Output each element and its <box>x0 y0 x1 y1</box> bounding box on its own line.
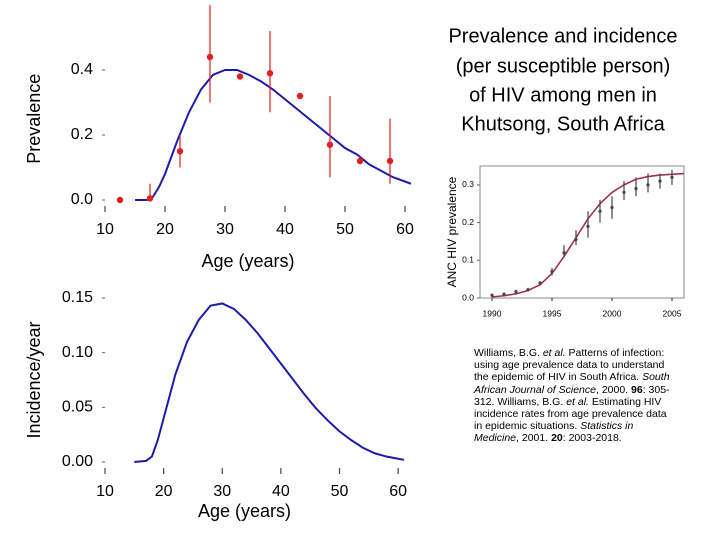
x-tick-label: 10 <box>96 483 114 500</box>
curve <box>135 69 412 201</box>
point <box>598 209 602 213</box>
reference-segment: : 305-312. Williams, B.G. <box>474 383 670 408</box>
y-tick-label: 0.0 <box>462 292 474 302</box>
point <box>550 270 554 274</box>
title-line: of HIV among men in <box>469 84 657 106</box>
x-tick-label: 50 <box>331 483 349 500</box>
x-tick-label: 40 <box>272 483 290 500</box>
point <box>206 53 214 61</box>
x-axis-label: Age (years) <box>201 251 294 271</box>
chart: 0.0 0.2 0.4 10 20 30 40 50 60 Prevalence Age (year… <box>24 5 414 271</box>
curve <box>134 302 405 463</box>
y-axis-label: Prevalence <box>24 74 44 164</box>
point <box>356 157 364 165</box>
x-tick-label: 60 <box>396 221 414 238</box>
point <box>266 70 274 77</box>
reference-segment: Statistics in Medicine <box>474 420 634 445</box>
y-tick-label: 0.4 <box>71 61 93 78</box>
reference-segment: 96 <box>631 383 643 396</box>
y-axis-label: ANC HIV prevalence <box>445 176 459 287</box>
title-line: Khutsong, South Africa <box>461 113 665 135</box>
x-tick-label: 1995 <box>543 308 562 318</box>
point <box>574 237 578 242</box>
chart: 0.0 0.1 0.2 0.3 1990 1995 2000 2005 ANC HIV prev… <box>445 165 685 318</box>
plot-frame <box>479 165 685 299</box>
title-line: (per susceptible person) <box>456 55 671 77</box>
reference-segment: South African Journal of Science <box>474 371 670 396</box>
point <box>236 73 244 80</box>
point <box>526 288 530 292</box>
y-tick-label: 0.15 <box>62 289 93 306</box>
x-tick-label: 40 <box>276 221 294 238</box>
title-line: Prevalence and incidence <box>448 25 677 47</box>
point <box>646 183 650 187</box>
x-tick-label: 60 <box>389 483 407 500</box>
reference-segment: 20 <box>551 432 563 445</box>
x-tick-label: 30 <box>213 483 231 500</box>
y-tick-label: 0.2 <box>71 126 93 143</box>
x-tick-label: 2005 <box>663 308 682 318</box>
reference-segment: : 2003-2018. <box>562 432 622 445</box>
reference-segment: , 2001. <box>516 432 552 445</box>
point <box>610 205 614 210</box>
x-tick-label: 20 <box>156 221 174 238</box>
y-tick-label: 0.3 <box>462 179 474 189</box>
reference-segment: et al. <box>566 395 589 408</box>
point <box>586 224 590 228</box>
x-tick-label: 30 <box>216 221 234 238</box>
reference-segment: et al. <box>542 347 566 359</box>
point <box>634 187 638 191</box>
point <box>146 195 154 202</box>
point <box>386 157 394 165</box>
point <box>562 251 566 255</box>
point <box>514 289 518 294</box>
x-tick-label: 50 <box>336 221 354 238</box>
point <box>296 92 304 100</box>
reference-segment: Patterns of infection: using age prevale… <box>474 347 665 384</box>
x-tick-label: 1990 <box>483 308 502 318</box>
point <box>538 281 542 285</box>
x-tick-label: 20 <box>155 483 173 500</box>
point <box>502 292 506 296</box>
y-tick-label: 0.05 <box>62 399 93 416</box>
chart: 0.00 0.05 0.10 0.15 10 20 30 40 50 60 Incidence/ye… <box>24 289 407 521</box>
x-tick-label: 10 <box>96 221 114 238</box>
reference-segment: , 2000. <box>595 383 632 396</box>
point <box>622 190 626 194</box>
point <box>670 175 674 179</box>
point <box>490 293 494 297</box>
reference-segment: Estimating HIV incidence rates from age … <box>474 395 667 433</box>
point <box>658 179 662 183</box>
y-tick-label: 0.0 <box>71 191 93 208</box>
x-axis-label: Age (years) <box>198 501 291 521</box>
y-tick-label: 0.2 <box>462 217 474 227</box>
point <box>116 196 124 204</box>
point <box>326 141 334 148</box>
y-tick-label: 0.00 <box>62 453 93 470</box>
y-axis-label: Incidence/year <box>24 321 44 438</box>
y-tick-label: 0.10 <box>62 344 93 361</box>
y-tick-label: 0.1 <box>462 255 474 265</box>
title: Prevalence and incidence (per susceptibl… <box>448 25 677 135</box>
point <box>176 148 184 155</box>
x-tick-label: 2000 <box>603 308 622 318</box>
reference-segment: Williams, B.G. <box>474 347 543 359</box>
reference: Williams, B.G. et al. Patterns of infect… <box>474 347 674 445</box>
